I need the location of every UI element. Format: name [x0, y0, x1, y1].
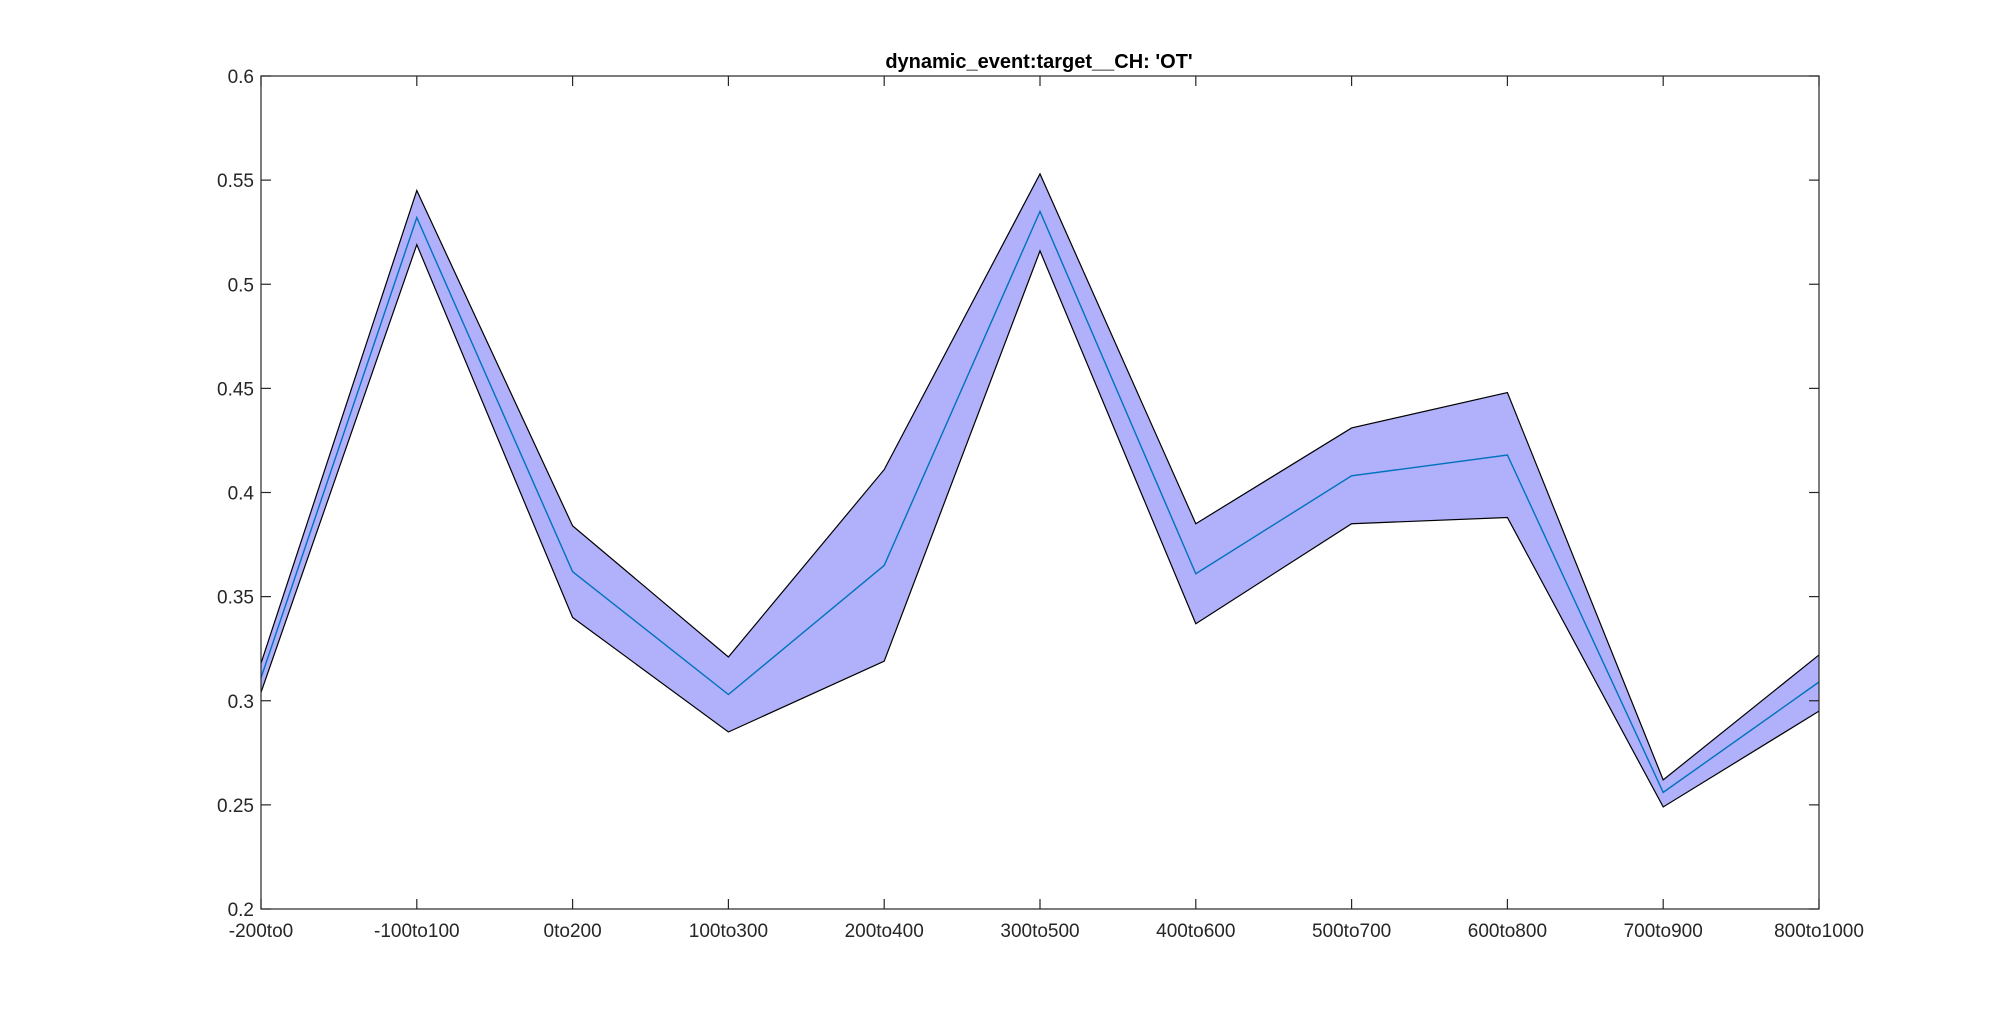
y-tick-label: 0.35 [217, 588, 254, 609]
x-tick-label: 100to300 [689, 921, 768, 942]
x-tick-label: 600to800 [1468, 921, 1547, 942]
y-tick-label: 0.45 [217, 379, 254, 400]
x-tick-label: 500to700 [1312, 921, 1391, 942]
y-tick-label: 0.4 [228, 484, 255, 505]
chart-title: dynamic_event:target__CH: 'OT' [885, 51, 1192, 73]
y-tick-label: 0.2 [228, 900, 254, 921]
x-tick-label: 400to600 [1156, 921, 1235, 942]
x-tick-label: -200to0 [229, 921, 293, 942]
x-tick-label: 300to500 [1000, 921, 1079, 942]
plot-area: -200to0 -100to100 0to200 100to300 200to400 30… [217, 67, 1864, 942]
x-tick-label: -100to100 [374, 921, 460, 942]
x-tick-label: 0to200 [544, 921, 602, 942]
y-tick-label: 0.25 [217, 796, 254, 817]
x-tick-label: 800to1000 [1774, 921, 1864, 942]
x-tick-label: 200to400 [845, 921, 924, 942]
y-tick-label: 0.5 [228, 275, 254, 296]
y-tick-label: 0.6 [228, 67, 254, 88]
x-tick-label: 700to900 [1624, 921, 1703, 942]
y-tick-label: 0.3 [228, 692, 254, 713]
y-tick-label: 0.55 [217, 171, 254, 192]
